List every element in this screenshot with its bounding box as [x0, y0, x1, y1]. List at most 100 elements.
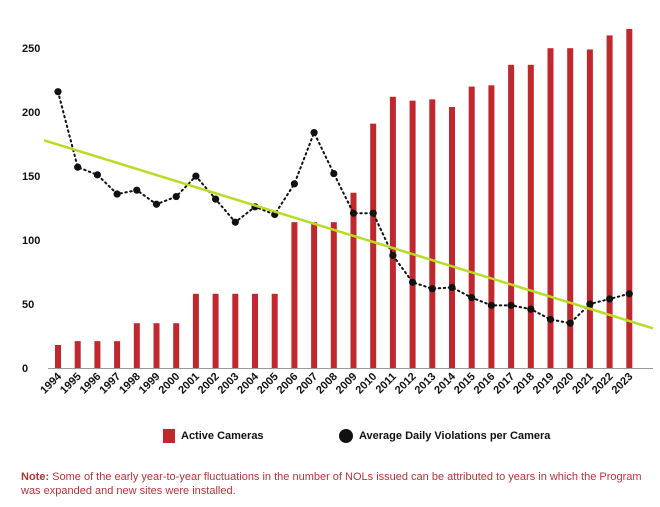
x-tick-label: 2004	[235, 370, 261, 396]
violations-point-1994	[54, 88, 62, 96]
x-tick-label: 1997	[97, 371, 123, 397]
x-tick-label: 2006	[275, 371, 301, 397]
bar-2007	[311, 222, 318, 368]
violations-point-1997	[113, 190, 121, 198]
violations-point-2017	[507, 301, 515, 309]
x-tick-label: 1994	[38, 370, 64, 396]
violations-point-2000	[172, 192, 180, 201]
x-tick-label: 2013	[413, 371, 439, 397]
legend-item-active-cameras: Active Cameras	[163, 429, 264, 443]
bar-2008	[330, 222, 337, 368]
bar-2016	[488, 85, 495, 368]
violations-point-2007	[310, 129, 318, 137]
x-tick-label: 2002	[196, 371, 222, 397]
x-tick-label: 2015	[452, 371, 478, 397]
x-tick-label: 1995	[58, 371, 84, 397]
y-tick-label: 100	[22, 235, 40, 247]
combo-chart: 0 50 100 150 200 250 199419951996199719981999…	[22, 29, 654, 397]
violations-point-2019	[546, 315, 555, 323]
x-tick-label: 2001	[176, 371, 202, 397]
x-tick-label: 2012	[393, 371, 419, 397]
x-tick-label: 1998	[117, 371, 143, 397]
violations-point-2012	[409, 278, 417, 286]
bar-2001	[192, 293, 199, 368]
trend-line-path	[43, 139, 654, 330]
bar-2018	[527, 64, 534, 368]
bar-2022	[606, 35, 613, 368]
bar-1995	[74, 341, 81, 368]
violations-point-2022	[606, 295, 614, 303]
violations-point-2003	[231, 218, 239, 226]
x-tick-label: 2005	[255, 371, 281, 397]
violations-point-1999	[152, 200, 161, 208]
legend-swatch-dot	[339, 429, 353, 443]
x-tick-label: 2022	[590, 371, 616, 397]
y-tick-label: 50	[22, 299, 34, 311]
x-tick-label: 2020	[551, 371, 577, 397]
violations-point-2018	[527, 305, 535, 313]
x-tick-label: 2011	[374, 371, 399, 396]
bar-2014	[449, 107, 455, 368]
bar-2012	[409, 100, 416, 369]
chart-note: Note: Some of the early year-to-year flu…	[21, 470, 646, 498]
violations-point-2009	[349, 209, 358, 217]
violations-line-path	[57, 90, 631, 325]
x-tick-label: 2000	[157, 371, 183, 397]
y-tick-label: 0	[22, 363, 28, 375]
bar-2023	[626, 29, 633, 368]
legend-label-active-cameras: Active Cameras	[181, 430, 264, 442]
violations-point-2010	[369, 209, 377, 217]
violations-point-2015	[468, 294, 476, 302]
x-tick-label: 2009	[334, 371, 360, 397]
violations-point-2021	[586, 300, 594, 308]
x-tick-label: 1996	[78, 371, 104, 397]
bar-2015	[468, 86, 475, 368]
x-tick-label: 2010	[354, 371, 380, 397]
y-tick-label: 250	[22, 43, 40, 55]
violations-point-2001	[192, 172, 200, 180]
bar-series-active-cameras	[55, 29, 633, 369]
violations-point-2016	[487, 301, 495, 309]
y-tick-label: 150	[22, 171, 40, 183]
x-tick-label: 2021	[570, 371, 596, 397]
bar-2005	[271, 293, 278, 368]
note-label: Note:	[21, 471, 50, 483]
violations-point-2002	[212, 195, 220, 203]
x-tick-label: 2018	[511, 371, 537, 397]
bar-2013	[429, 99, 436, 368]
violations-point-1996	[93, 171, 101, 179]
x-tick-label: 2014	[432, 370, 458, 396]
legend-swatch-bar	[163, 429, 175, 443]
x-tick-label: 2023	[610, 371, 636, 397]
bar-2009	[350, 192, 357, 368]
legend-item-violations: Average Daily Violations per Camera	[339, 429, 550, 443]
x-tick-label: 2008	[314, 371, 340, 397]
bar-2020	[567, 48, 574, 368]
bar-2006	[291, 222, 298, 368]
bar-2000	[173, 323, 180, 368]
bar-2017	[508, 64, 515, 368]
bar-2021	[586, 49, 593, 368]
x-tick-label: 2019	[531, 371, 557, 397]
x-axis: 1994199519961997199819992000200120022003…	[38, 368, 653, 397]
violations-point-2011	[389, 251, 397, 260]
bar-1998	[133, 323, 140, 368]
violations-point-2008	[330, 169, 338, 178]
violations-point-2023	[625, 290, 633, 298]
bar-1997	[114, 341, 121, 368]
violations-point-1998	[133, 186, 141, 194]
x-tick-label: 2016	[472, 371, 498, 397]
bar-2002	[212, 293, 219, 368]
violations-point-1995	[74, 163, 82, 171]
x-tick-label: 2007	[294, 371, 320, 397]
y-tick-label: 200	[22, 107, 40, 119]
bar-2019	[547, 48, 554, 368]
chart-legend: Active Cameras Average Daily Violations …	[0, 429, 660, 449]
bar-2010	[370, 123, 377, 368]
bar-2004	[252, 293, 258, 368]
trend-line	[43, 139, 654, 330]
x-tick-label: 2017	[491, 371, 517, 397]
x-tick-label: 1999	[137, 371, 163, 397]
violations-point-2013	[428, 285, 436, 293]
bar-2011	[389, 96, 396, 369]
